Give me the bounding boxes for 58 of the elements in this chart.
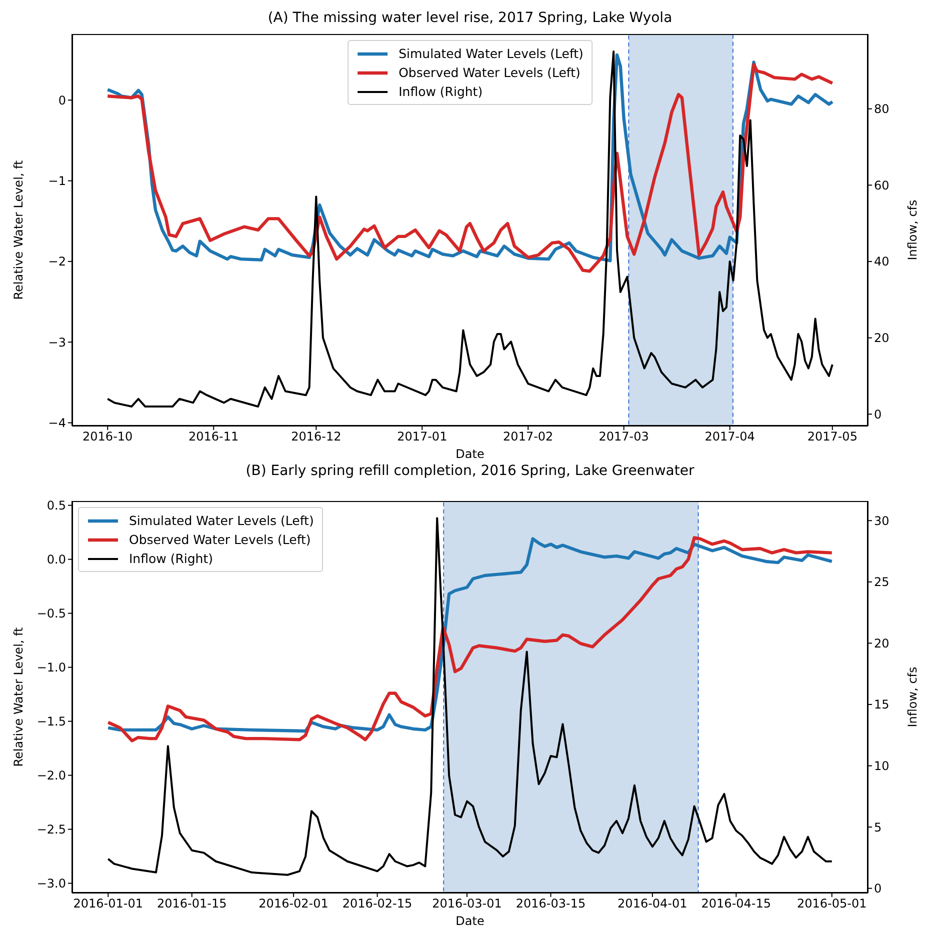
x-axis-title: Date	[456, 914, 484, 928]
y-tick-label: −3	[48, 335, 66, 350]
y-tick-label: −1	[48, 174, 66, 188]
line-series	[106, 50, 834, 408]
x-tick-label: 2016-01-01	[73, 896, 144, 911]
y2-tick-label: 0	[874, 407, 882, 422]
y2-tick-label: 20	[874, 636, 890, 650]
chart-title: (A) The missing water level rise, 2017 Spring, Lake Wyola	[266, 9, 674, 28]
x-tick-label: 2016-05-01	[796, 896, 867, 911]
x-tick-label: 2017-01	[397, 430, 448, 444]
y2-tick-label: 60	[874, 178, 890, 192]
legend-label: Simulated Water Levels (Left)	[398, 45, 584, 63]
y-tick-label: −2	[48, 254, 66, 269]
x-tick-label: 2016-03-15	[516, 896, 586, 911]
y-axis-title: Relative Water Level, ft	[11, 160, 26, 300]
y2-tick-label: 40	[874, 254, 890, 269]
x-tick-label: 2016-10	[82, 430, 133, 444]
y-tick-label: −2.5	[36, 822, 66, 837]
x-tick-label: 2016-03-01	[432, 896, 502, 911]
y-tick-label: 0.5	[46, 498, 66, 513]
x-tick-label: 2016-02-01	[258, 896, 328, 911]
legend-label: Simulated Water Levels (Left)	[129, 512, 314, 530]
y2-tick-label: 15	[874, 698, 890, 712]
y-tick-label: −0.5	[36, 606, 66, 621]
legend-label: Inflow (Right)	[129, 550, 213, 568]
x-tick-label: 2016-01-15	[157, 896, 227, 911]
y2-axis-title: Inflow, cfs	[905, 666, 920, 728]
y-tick-label: −1.5	[36, 714, 66, 729]
y2-tick-label: 20	[874, 331, 890, 346]
y2-tick-label: 5	[874, 820, 882, 834]
x-tick-label: 2017-05	[807, 430, 858, 444]
legend-label: Observed Water Levels (Left)	[398, 64, 580, 82]
y-tick-label: −2.0	[36, 768, 66, 783]
x-tick-label: 2016-04-01	[618, 896, 688, 911]
y2-tick-label: 0	[874, 882, 882, 896]
y2-tick-label: 80	[874, 102, 890, 116]
x-tick-label: 2017-02	[503, 430, 554, 444]
x-tick-label: 2016-02-15	[342, 896, 412, 911]
x-axis-title: Date	[456, 447, 484, 461]
x-tick-label: 2017-03	[598, 430, 649, 444]
x-tick-label: 2016-04-15	[701, 896, 772, 911]
y-tick-label: −1.0	[36, 660, 66, 675]
x-tick-label: 2017-04	[704, 430, 755, 444]
y2-tick-label: 30	[874, 514, 890, 528]
y-tick-label: 0.0	[46, 552, 66, 567]
y2-axis-title: Inflow, cfs	[905, 200, 920, 260]
y2-tick-label: 10	[874, 759, 890, 774]
y-tick-label: 0	[58, 93, 66, 108]
x-tick-label: 2016-12	[291, 430, 342, 444]
legend-label: Observed Water Levels (Left)	[129, 531, 311, 549]
y2-tick-label: 25	[874, 575, 890, 590]
y-axis-title: Relative Water Level, ft	[11, 626, 26, 767]
y-tick-label: −4	[48, 416, 66, 430]
line-series	[107, 517, 833, 876]
legend-label: Inflow (Right)	[398, 83, 483, 101]
chart-title: (B) Early spring refill completion, 2016 Spring, Lake Greenwater	[246, 463, 694, 479]
y-tick-label: −3.0	[36, 876, 66, 891]
x-tick-label: 2016-11	[188, 430, 239, 444]
